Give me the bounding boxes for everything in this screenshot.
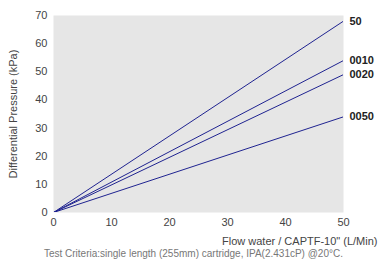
- svg-text:0: 0: [41, 206, 47, 218]
- svg-text:20: 20: [163, 216, 175, 228]
- svg-text:Flow water / CAPTF-10" (L/Min): Flow water / CAPTF-10" (L/Min): [222, 235, 378, 247]
- svg-text:10: 10: [105, 216, 117, 228]
- svg-text:70: 70: [35, 9, 47, 21]
- svg-text:60: 60: [35, 37, 47, 49]
- svg-text:0: 0: [50, 216, 56, 228]
- svg-text:50: 50: [337, 216, 349, 228]
- svg-text:0050: 0050: [350, 110, 374, 122]
- svg-text:50: 50: [350, 15, 362, 27]
- svg-text:20: 20: [35, 150, 47, 162]
- svg-text:Differential Pressure (kPa): Differential Pressure (kPa): [7, 50, 19, 179]
- svg-text:40: 40: [279, 216, 291, 228]
- svg-text:50: 50: [35, 65, 47, 77]
- svg-text:10: 10: [35, 178, 47, 190]
- svg-text:0020: 0020: [350, 68, 374, 80]
- svg-text:30: 30: [221, 216, 233, 228]
- svg-text:40: 40: [35, 93, 47, 105]
- svg-text:0010: 0010: [350, 54, 374, 66]
- svg-text:30: 30: [35, 122, 47, 134]
- html-text:Test Criteria:single length (2: Test Criteria:single length (255mm) cart…: [43, 248, 343, 259]
